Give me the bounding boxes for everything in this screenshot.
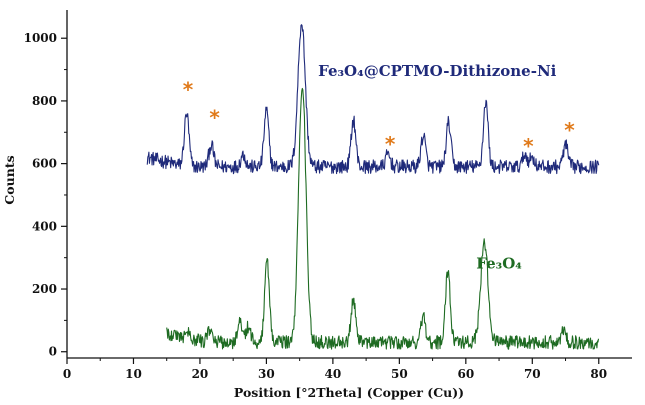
series-label-1: Fe₃O₄: [476, 255, 522, 273]
y-tick-label: 0: [49, 345, 57, 359]
x-tick-label: 20: [192, 367, 209, 381]
peak-marker: *: [183, 77, 194, 101]
x-tick-label: 40: [325, 367, 342, 381]
series-line-0: [146, 24, 600, 175]
peak-marker: *: [209, 106, 220, 130]
axes: [66, 10, 632, 359]
y-tick-label: 600: [32, 157, 57, 171]
x-axis-title: Position [°2Theta] (Copper (Cu)): [234, 385, 464, 400]
x-ticks: 0 10 20 30 40 50 60 70 80: [63, 358, 607, 381]
peak-marker: *: [564, 118, 575, 142]
x-tick-label: 30: [258, 367, 275, 381]
y-axis-title: Counts: [2, 155, 17, 204]
x-tick-label: 10: [125, 367, 142, 381]
series-label-0: Fe₃O₄@CPTMO-Dithizone-Ni: [318, 62, 557, 80]
annotation-group: * * * * *: [183, 77, 576, 157]
peak-marker: *: [523, 134, 534, 158]
series-group: [146, 24, 600, 350]
x-tick-label: 50: [391, 367, 408, 381]
series-label-group: Fe₃O₄@CPTMO-Dithizone-Ni Fe₃O₄: [318, 62, 557, 273]
y-tick-label: 800: [32, 94, 57, 108]
peak-marker: *: [385, 132, 396, 156]
x-tick-label: 0: [63, 367, 71, 381]
y-tick-label: 200: [32, 282, 57, 296]
x-tick-label: 80: [590, 367, 607, 381]
y-tick-label: 400: [32, 219, 57, 233]
x-tick-label: 60: [457, 367, 474, 381]
x-tick-label: 70: [524, 367, 541, 381]
y-ticks: 0 200 400 600 800 1000: [24, 31, 67, 359]
series-line-1: [166, 87, 600, 350]
y-tick-label: 1000: [24, 31, 57, 45]
